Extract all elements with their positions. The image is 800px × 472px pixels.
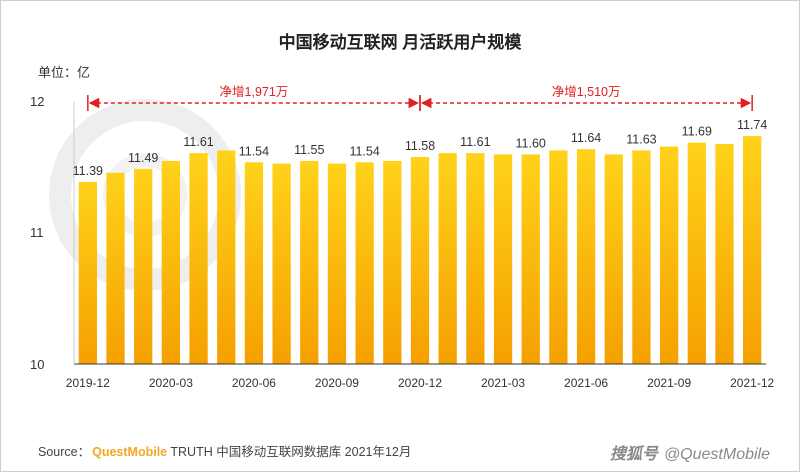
- x-tick-label: 2021-12: [730, 376, 775, 390]
- bar-2020-04: [189, 153, 208, 364]
- data-label: 11.64: [571, 131, 601, 145]
- x-tick-label: 2021-09: [647, 376, 692, 390]
- data-label: 11.39: [73, 164, 103, 178]
- source-line: Source： QuestMobile TRUTH 中国移动互联网数据库 2021…: [38, 441, 411, 460]
- chart-title: 中国移动互联网 月活跃用户规模: [278, 33, 522, 52]
- annotation-label: 净增1,971万: [220, 84, 289, 99]
- bar-2020-10: [355, 162, 374, 364]
- data-label: 11.61: [183, 135, 213, 149]
- bar-2020-02: [134, 168, 153, 364]
- y-tick-label: 11: [30, 225, 44, 240]
- bar-2020-01: [106, 172, 125, 364]
- bar-2020-12: [410, 157, 430, 364]
- x-tick-label: 2020-12: [397, 376, 443, 390]
- y-tick-label: 12: [30, 94, 45, 109]
- bar-2021-08: [632, 150, 651, 364]
- bar-2019-12: [78, 181, 97, 364]
- bar-2021-04: [521, 154, 540, 364]
- data-label: 11.49: [128, 151, 158, 165]
- bar-2020-05: [217, 150, 236, 364]
- bar-2021-12: [743, 136, 762, 364]
- data-label: 11.63: [626, 132, 656, 146]
- bar-2021-11: [715, 143, 734, 364]
- x-tick-label: 2021-06: [564, 376, 609, 390]
- bar-2021-05: [549, 150, 568, 364]
- y-tick-label: 10: [30, 357, 45, 372]
- watermark-handle: @QuestMobile: [663, 446, 770, 463]
- watermark: 搜狐号 @QuestMobile: [610, 440, 770, 464]
- source-prefix: Source：: [38, 445, 91, 459]
- source-brand: QuestMobile: [92, 445, 168, 459]
- bar-2020-03: [161, 160, 181, 364]
- x-tick-label: 2021-03: [481, 376, 526, 390]
- watermark-logo: 搜狐号: [609, 446, 658, 463]
- bar-2021-02: [466, 153, 485, 364]
- annotation-label: 净增1,510万: [552, 84, 621, 99]
- data-label: 11.69: [682, 125, 712, 139]
- bar-2021-06: [576, 149, 596, 364]
- bar-2020-08: [300, 160, 319, 364]
- data-label: 11.58: [405, 139, 435, 153]
- bar-2021-10: [687, 142, 706, 364]
- bar-2020-06: [244, 162, 264, 364]
- data-label: 11.61: [460, 135, 490, 149]
- x-tick-label: 2019-12: [65, 376, 110, 390]
- source-text: TRUTH 中国移动互联网数据库 2021年12月: [170, 445, 412, 459]
- x-tick-label: 2020-06: [231, 376, 276, 390]
- data-label: 11.55: [294, 143, 324, 157]
- bar-2020-09: [327, 163, 347, 364]
- data-label: 11.74: [737, 118, 767, 132]
- bar-2020-11: [383, 160, 402, 364]
- bar-2021-07: [604, 154, 623, 364]
- x-tick-label: 2020-03: [148, 376, 193, 390]
- data-label: 11.54: [349, 144, 379, 158]
- unit-label: 单位：亿: [38, 65, 91, 80]
- data-label: 11.60: [516, 136, 546, 150]
- bar-2021-09: [659, 146, 679, 364]
- x-tick-label: 2020-09: [314, 376, 359, 390]
- bar-2020-07: [272, 163, 291, 364]
- bar-2021-03: [493, 154, 513, 364]
- bar-2021-01: [438, 153, 457, 364]
- data-label: 11.54: [239, 144, 269, 158]
